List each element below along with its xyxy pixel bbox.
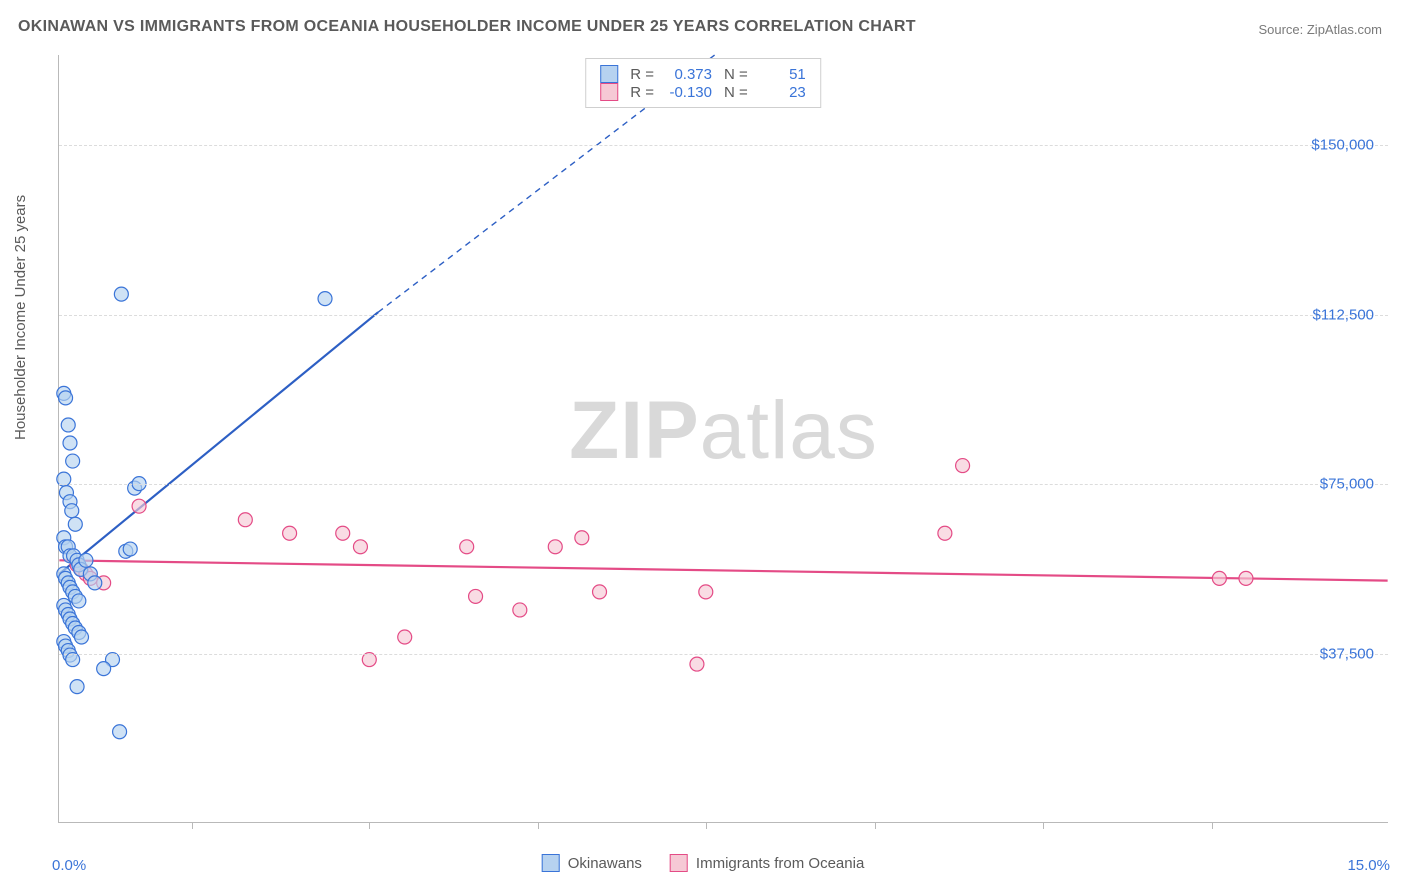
r-value-oceania: -0.130 — [666, 84, 712, 101]
n-value-okinawans: 51 — [760, 66, 806, 83]
data-point-oceania — [938, 526, 952, 540]
data-point-oceania — [283, 526, 297, 540]
data-point-okinawans — [63, 436, 77, 450]
legend-label-okinawans: Okinawans — [568, 855, 642, 872]
data-point-oceania — [469, 589, 483, 603]
data-point-okinawans — [123, 542, 137, 556]
data-point-okinawans — [88, 576, 102, 590]
data-point-okinawans — [59, 391, 73, 405]
data-point-okinawans — [318, 292, 332, 306]
data-point-okinawans — [79, 553, 93, 567]
data-point-oceania — [362, 653, 376, 667]
chart-title: OKINAWAN VS IMMIGRANTS FROM OCEANIA HOUS… — [18, 18, 916, 36]
trend-line — [59, 560, 1387, 580]
stats-row-oceania: R = -0.130 N = 23 — [600, 83, 806, 101]
data-point-oceania — [548, 540, 562, 554]
n-value-oceania: 23 — [760, 84, 806, 101]
y-tick-label: $37,500 — [1320, 645, 1374, 662]
source-attribution: Source: ZipAtlas.com — [1258, 22, 1382, 37]
x-tick — [706, 822, 707, 829]
data-point-okinawans — [75, 630, 89, 644]
swatch-okinawans-icon — [542, 854, 560, 872]
data-point-okinawans — [66, 653, 80, 667]
legend: Okinawans Immigrants from Oceania — [542, 854, 865, 872]
data-point-okinawans — [113, 725, 127, 739]
r-label: R = — [630, 84, 654, 101]
data-point-oceania — [238, 513, 252, 527]
plot-area: ZIPatlas $37,500$75,000$112,500$150,000 — [58, 55, 1388, 823]
swatch-oceania-icon — [600, 83, 618, 101]
gridline — [59, 145, 1388, 146]
data-point-oceania — [460, 540, 474, 554]
gridline — [59, 654, 1388, 655]
r-label: R = — [630, 66, 654, 83]
data-point-okinawans — [61, 418, 75, 432]
data-point-okinawans — [68, 517, 82, 531]
data-point-oceania — [1239, 571, 1253, 585]
data-point-oceania — [353, 540, 367, 554]
swatch-oceania-icon — [670, 854, 688, 872]
data-point-okinawans — [97, 662, 111, 676]
n-label: N = — [724, 84, 748, 101]
data-point-oceania — [336, 526, 350, 540]
y-axis-label: Householder Income Under 25 years — [12, 195, 29, 440]
data-point-okinawans — [72, 594, 86, 608]
data-point-oceania — [593, 585, 607, 599]
r-value-okinawans: 0.373 — [666, 66, 712, 83]
x-axis-max-label: 15.0% — [1347, 857, 1390, 874]
trend-line — [59, 312, 378, 574]
y-tick-label: $112,500 — [1313, 306, 1374, 323]
x-tick — [192, 822, 193, 829]
legend-item-oceania: Immigrants from Oceania — [670, 854, 864, 872]
y-tick-label: $75,000 — [1320, 476, 1374, 493]
x-tick — [369, 822, 370, 829]
data-point-okinawans — [70, 680, 84, 694]
x-tick — [538, 822, 539, 829]
data-point-oceania — [398, 630, 412, 644]
data-point-oceania — [513, 603, 527, 617]
data-point-oceania — [1212, 571, 1226, 585]
x-tick — [1212, 822, 1213, 829]
data-point-okinawans — [65, 504, 79, 518]
data-point-oceania — [956, 459, 970, 473]
legend-label-oceania: Immigrants from Oceania — [696, 855, 864, 872]
data-point-okinawans — [114, 287, 128, 301]
x-tick — [875, 822, 876, 829]
chart-svg — [59, 55, 1388, 822]
data-point-okinawans — [66, 454, 80, 468]
legend-item-okinawans: Okinawans — [542, 854, 642, 872]
gridline — [59, 484, 1388, 485]
x-tick — [1043, 822, 1044, 829]
data-point-oceania — [575, 531, 589, 545]
gridline — [59, 315, 1388, 316]
y-tick-label: $150,000 — [1311, 137, 1374, 154]
correlation-stats-box: R = 0.373 N = 51 R = -0.130 N = 23 — [585, 58, 821, 108]
data-point-oceania — [699, 585, 713, 599]
x-axis-min-label: 0.0% — [52, 857, 86, 874]
n-label: N = — [724, 66, 748, 83]
data-point-oceania — [690, 657, 704, 671]
swatch-okinawans-icon — [600, 65, 618, 83]
data-point-oceania — [132, 499, 146, 513]
stats-row-okinawans: R = 0.373 N = 51 — [600, 65, 806, 83]
